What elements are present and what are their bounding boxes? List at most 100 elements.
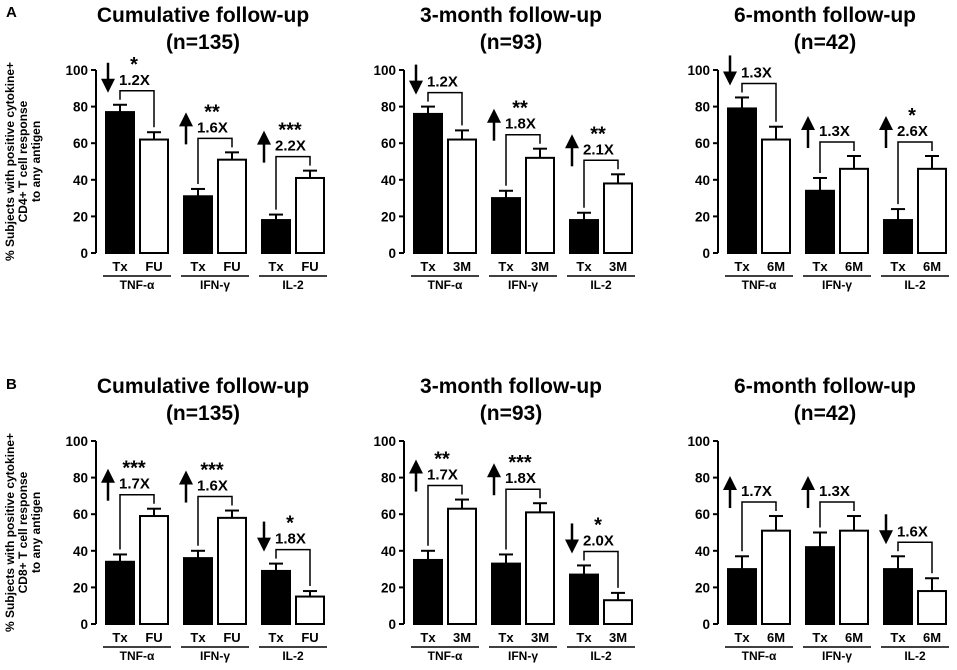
- y-tick-label: 60: [73, 507, 88, 522]
- bar: [183, 195, 213, 255]
- y-tick-label: 100: [65, 434, 88, 449]
- x-category-label: Tx: [112, 630, 128, 645]
- y-tick-label: 80: [73, 100, 88, 115]
- group-label: IL-2: [904, 278, 926, 292]
- fold-change-label: 1.8X: [505, 470, 536, 487]
- arrow-down-icon-head: [565, 539, 579, 554]
- fold-change-label: 1.3X: [819, 123, 850, 140]
- group-label: IL-2: [282, 649, 304, 663]
- x-category-label: 6M: [923, 259, 941, 274]
- group-label: TNF-α: [428, 649, 463, 663]
- significance-stars: ***: [278, 120, 302, 142]
- y-tick-label: 80: [695, 471, 710, 486]
- arrow-up-icon-head: [565, 134, 579, 149]
- chart-title: 6-month follow-up: [734, 375, 916, 398]
- bar: [805, 189, 835, 254]
- significance-bracket: [583, 159, 619, 208]
- bar: [217, 516, 247, 625]
- arrow-up-icon-head: [801, 116, 815, 131]
- bar: [105, 560, 135, 626]
- chart-subtitle: (n=42): [794, 31, 856, 54]
- x-category-label: Tx: [576, 259, 592, 274]
- fold-change-label: 1.3X: [741, 64, 772, 81]
- x-category-label: FU: [301, 259, 318, 274]
- y-tick-label: 100: [373, 63, 396, 78]
- group-label: TNF-α: [428, 278, 463, 292]
- x-category-label: Tx: [190, 259, 206, 274]
- fold-change-label: 1.8X: [275, 531, 306, 548]
- bar: [569, 219, 599, 254]
- bar: [761, 529, 791, 625]
- y-tick-label: 0: [388, 246, 396, 261]
- charts-container: Cumulative follow-up (n=135) 0 20 40 60 80 100%…: [3, 4, 949, 663]
- y-axis-title: CD4+ T cell response: [16, 100, 30, 222]
- bar: [761, 138, 791, 254]
- x-category-label: Tx: [420, 259, 436, 274]
- bar: [261, 219, 291, 254]
- y-tick-label: 20: [381, 209, 396, 224]
- y-tick-label: 60: [381, 507, 396, 522]
- fold-change-label: 2.0X: [583, 532, 614, 549]
- chart-title: Cumulative follow-up: [97, 4, 309, 27]
- y-tick-label: 0: [80, 246, 88, 261]
- bar: [883, 568, 913, 625]
- y-tick-label: 80: [381, 471, 396, 486]
- x-category-label: 3M: [531, 630, 549, 645]
- y-tick-label: 40: [695, 173, 710, 188]
- y-tick-label: 40: [381, 544, 396, 559]
- group-label: IFN-γ: [822, 649, 852, 663]
- chart-subtitle: (n=135): [166, 31, 240, 54]
- y-axis-title: % Subjects with positive cytokine+: [3, 433, 17, 632]
- bar: [261, 569, 291, 625]
- y-tick-label: 60: [695, 507, 710, 522]
- significance-bracket: [505, 133, 541, 186]
- bar: [883, 219, 913, 254]
- bar: [183, 557, 213, 625]
- y-tick-label: 100: [687, 434, 710, 449]
- bar: [413, 558, 443, 626]
- arrow-up-icon-head: [257, 130, 271, 145]
- significance-bracket: [275, 548, 311, 587]
- chart-4: Cumulative follow-up (n=135) 0 20 40 60 80 100%…: [3, 375, 327, 663]
- x-category-label: FU: [145, 630, 162, 645]
- significance-bracket: [427, 91, 463, 126]
- group-label: IL-2: [904, 649, 926, 663]
- chart-1: Cumulative follow-up (n=135) 0 20 40 60 80 100%…: [3, 4, 327, 292]
- arrow-down-icon-head: [409, 80, 423, 95]
- significance-bracket: [819, 501, 855, 528]
- y-tick-label: 80: [695, 100, 710, 115]
- significance-bracket: [741, 82, 777, 122]
- arrow-up-icon-head: [487, 463, 501, 478]
- arrow-down-icon-head: [879, 530, 893, 545]
- x-category-label: 3M: [609, 630, 627, 645]
- arrow-down-icon-head: [723, 71, 737, 86]
- bar: [569, 573, 599, 626]
- y-tick-label: 60: [73, 136, 88, 151]
- significance-stars: *: [130, 54, 138, 76]
- bar: [917, 167, 947, 255]
- y-tick-label: 40: [695, 544, 710, 559]
- x-category-label: Tx: [576, 630, 592, 645]
- chart-title: Cumulative follow-up: [97, 375, 309, 398]
- bar: [491, 562, 521, 625]
- x-category-label: FU: [223, 259, 240, 274]
- group-label: TNF-α: [742, 278, 777, 292]
- chart-title: 3-month follow-up: [420, 375, 602, 398]
- y-tick-label: 60: [695, 136, 710, 151]
- bar: [139, 138, 169, 254]
- group-label: IFN-γ: [508, 649, 538, 663]
- bar: [491, 197, 521, 255]
- arrow-down-icon-head: [257, 537, 271, 552]
- bar: [413, 112, 443, 254]
- x-category-label: Tx: [112, 259, 128, 274]
- fold-change-label: 1.8X: [505, 116, 536, 133]
- chart-subtitle: (n=135): [166, 402, 240, 425]
- y-axis-title: CD8+ T cell response: [16, 471, 30, 593]
- chart-subtitle: (n=93): [480, 31, 542, 54]
- y-axis-title: to any antigen: [29, 492, 43, 573]
- y-tick-label: 0: [388, 617, 396, 632]
- x-category-label: 6M: [767, 259, 785, 274]
- fold-change-label: 2.6X: [897, 123, 928, 140]
- significance-stars: *: [908, 105, 916, 127]
